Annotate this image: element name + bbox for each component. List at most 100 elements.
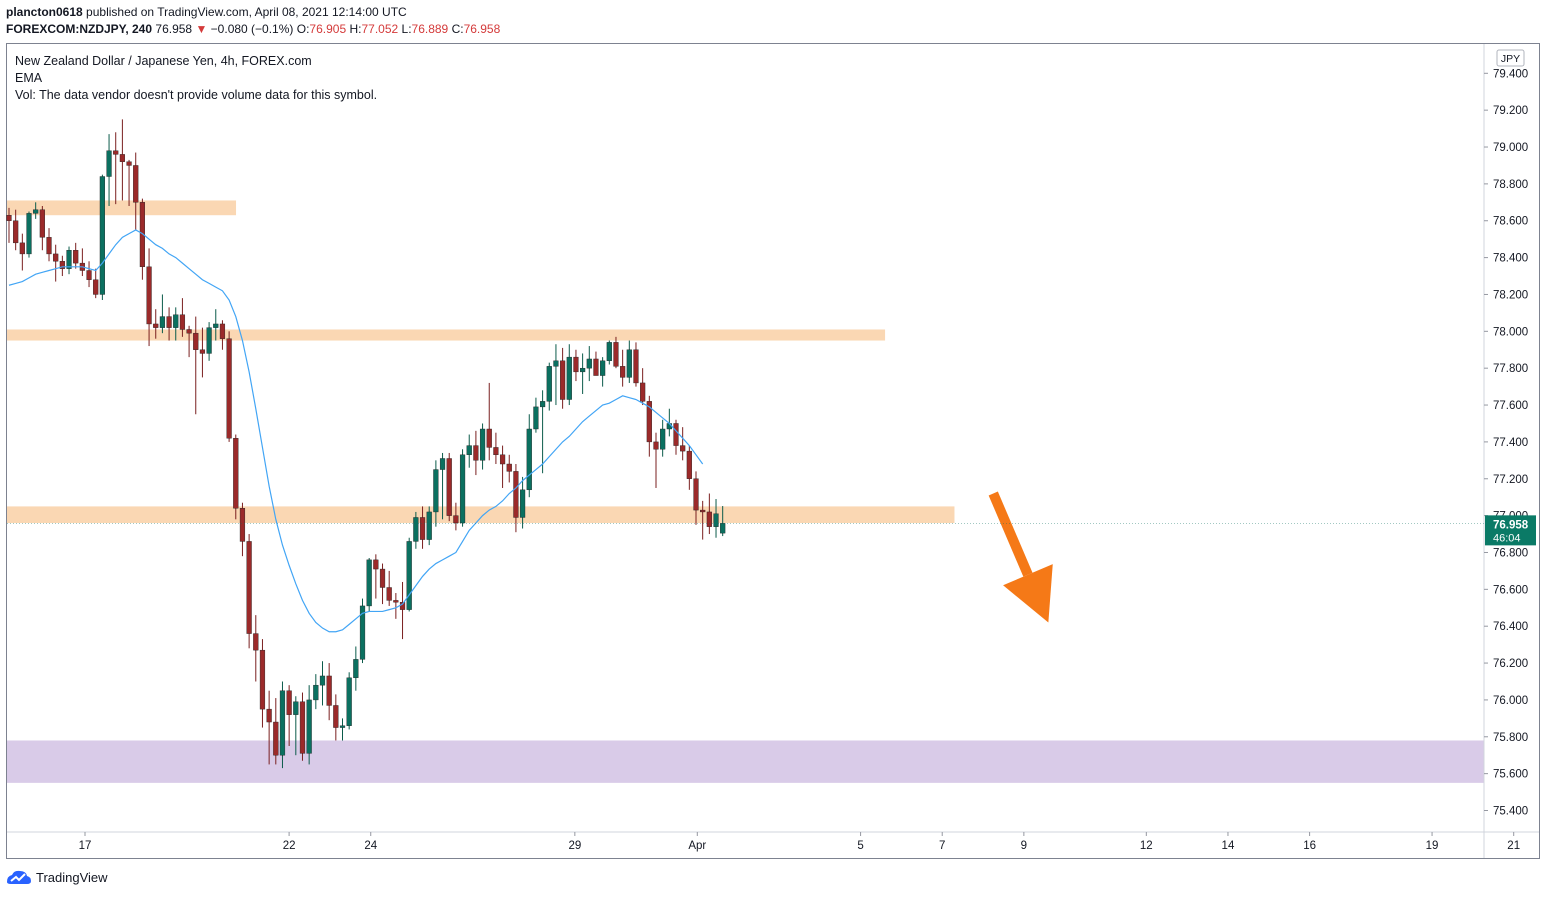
- candle-body[interactable]: [59, 261, 65, 269]
- candle-body[interactable]: [53, 253, 59, 262]
- candle-body[interactable]: [513, 471, 519, 518]
- candle-body[interactable]: [479, 428, 486, 461]
- legend-volume[interactable]: Vol: The data vendor doesn't provide vol…: [15, 88, 378, 102]
- candle-body[interactable]: [226, 338, 232, 439]
- candle-body[interactable]: [406, 541, 412, 610]
- candle-body[interactable]: [46, 237, 52, 255]
- candle-body[interactable]: [199, 349, 206, 354]
- candle-body[interactable]: [139, 202, 146, 268]
- candle-body[interactable]: [273, 721, 279, 756]
- candle-body[interactable]: [279, 690, 286, 756]
- last-price-tag[interactable]: [1485, 515, 1536, 546]
- candle-body[interactable]: [720, 523, 726, 534]
- candle-body[interactable]: [366, 559, 372, 607]
- candle-body[interactable]: [99, 176, 105, 295]
- candle-body[interactable]: [266, 708, 272, 723]
- candle-body[interactable]: [486, 428, 492, 448]
- candle-body[interactable]: [459, 454, 466, 524]
- candle-body[interactable]: [546, 366, 552, 402]
- candle-body[interactable]: [126, 161, 132, 166]
- candle-body[interactable]: [393, 600, 399, 603]
- footer-brand[interactable]: TradingView: [6, 869, 108, 885]
- candle-body[interactable]: [66, 250, 72, 269]
- candle-body[interactable]: [419, 517, 426, 540]
- candle-body[interactable]: [700, 509, 706, 513]
- candle-body[interactable]: [413, 517, 419, 542]
- candle-body[interactable]: [693, 478, 699, 511]
- candle-body[interactable]: [146, 266, 152, 325]
- candle-body[interactable]: [86, 270, 92, 280]
- candle-body[interactable]: [353, 659, 359, 679]
- candle-body[interactable]: [173, 314, 179, 328]
- candle-body[interactable]: [379, 568, 386, 588]
- candle-body[interactable]: [473, 445, 479, 461]
- candle-body[interactable]: [299, 701, 306, 754]
- candle-body[interactable]: [193, 332, 199, 350]
- candle-body[interactable]: [533, 406, 539, 430]
- candle-body[interactable]: [680, 445, 686, 452]
- ema-line[interactable]: [8, 229, 704, 633]
- candle-body[interactable]: [573, 356, 579, 373]
- candle-body[interactable]: [499, 454, 506, 465]
- candle-body[interactable]: [446, 458, 452, 516]
- candle-body[interactable]: [560, 360, 566, 400]
- candle-body[interactable]: [586, 358, 592, 369]
- candle-body[interactable]: [600, 360, 606, 376]
- candle-body[interactable]: [19, 242, 25, 255]
- candle-body[interactable]: [686, 450, 692, 479]
- candle-body[interactable]: [186, 329, 192, 334]
- candle-body[interactable]: [346, 677, 352, 726]
- candle-body[interactable]: [33, 209, 39, 214]
- candle-body[interactable]: [259, 649, 266, 710]
- candle-body[interactable]: [119, 154, 125, 162]
- candle-body[interactable]: [646, 401, 652, 443]
- candle-body[interactable]: [613, 342, 619, 367]
- candle-body[interactable]: [73, 250, 79, 264]
- candle-body[interactable]: [606, 342, 612, 362]
- candle-body[interactable]: [179, 314, 186, 330]
- candle-body[interactable]: [326, 675, 332, 706]
- legend-ema[interactable]: EMA: [15, 71, 43, 85]
- candle-body[interactable]: [620, 366, 626, 378]
- candle-body[interactable]: [519, 489, 526, 518]
- candle-body[interactable]: [219, 323, 226, 339]
- candle-body[interactable]: [313, 684, 319, 701]
- candle-body[interactable]: [453, 515, 459, 524]
- candle-body[interactable]: [660, 428, 666, 450]
- candle-body[interactable]: [26, 213, 32, 255]
- candle-body[interactable]: [633, 349, 639, 384]
- candle-body[interactable]: [113, 150, 119, 155]
- candle-body[interactable]: [133, 165, 139, 203]
- candle-body[interactable]: [540, 401, 546, 408]
- candle-body[interactable]: [553, 360, 559, 367]
- candle-body[interactable]: [713, 513, 719, 527]
- candle-body[interactable]: [39, 209, 45, 238]
- publisher-name[interactable]: plancton0618: [6, 5, 83, 19]
- candle-body[interactable]: [206, 327, 212, 354]
- candle-body[interactable]: [653, 441, 659, 450]
- candle-body[interactable]: [93, 279, 99, 295]
- candle-body[interactable]: [233, 438, 239, 509]
- candle-body[interactable]: [253, 633, 259, 651]
- currency-box[interactable]: [1496, 49, 1525, 67]
- candle-body[interactable]: [359, 605, 366, 660]
- candle-body[interactable]: [493, 447, 499, 456]
- candle-body[interactable]: [13, 220, 19, 244]
- candle-body[interactable]: [246, 541, 252, 634]
- candle-body[interactable]: [6, 215, 12, 221]
- candle-body[interactable]: [673, 423, 679, 446]
- candle-body[interactable]: [239, 508, 246, 542]
- candle-body[interactable]: [626, 349, 632, 378]
- candle-body[interactable]: [153, 323, 159, 328]
- candle-body[interactable]: [106, 150, 112, 177]
- candle-body[interactable]: [593, 358, 599, 376]
- candle-body[interactable]: [386, 587, 392, 601]
- candle-body[interactable]: [166, 316, 172, 328]
- candle-body[interactable]: [706, 511, 712, 527]
- candle-body[interactable]: [319, 675, 326, 686]
- candle-body[interactable]: [306, 699, 312, 754]
- candle-body[interactable]: [213, 323, 219, 328]
- candle-body[interactable]: [566, 356, 572, 400]
- candle-body[interactable]: [466, 445, 472, 456]
